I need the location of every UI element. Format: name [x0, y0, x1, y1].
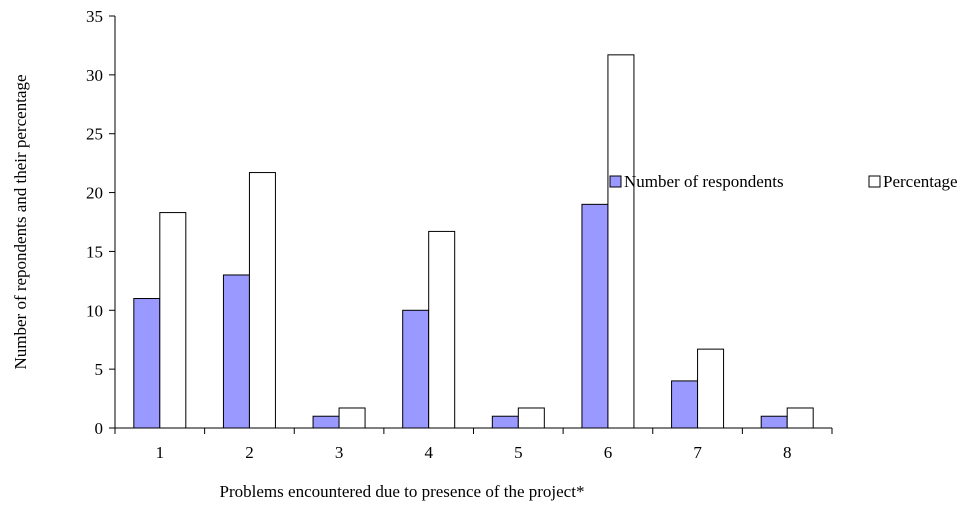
bar-percentage	[697, 348, 725, 429]
x-axis-ticks: 1 2 3 4 5 6 7 8	[114, 428, 833, 462]
y-tick-label: 20	[86, 184, 103, 203]
bar-percentage	[517, 407, 545, 429]
bar-percentage	[248, 172, 276, 429]
x-tick-label: 5	[514, 443, 523, 462]
x-tick-label: 7	[693, 443, 702, 462]
bar-percentage	[607, 54, 635, 429]
x-tick-label: 3	[335, 443, 344, 462]
x-tick-label: 6	[604, 443, 613, 462]
y-axis-ticks: 0 5 10 15 20 25 30 35	[86, 7, 115, 438]
y-tick-label: 5	[95, 360, 104, 379]
legend-swatch-number-of-respondents	[609, 175, 622, 188]
x-axis-label: Problems encountered due to presence of …	[220, 482, 585, 501]
bar-number-of-respondents	[312, 415, 340, 429]
y-tick-label: 30	[86, 66, 103, 85]
bar-percentage	[159, 212, 187, 429]
bar-number-of-respondents	[133, 298, 161, 429]
legend-swatch-percentage	[868, 175, 881, 188]
y-tick-label: 35	[86, 7, 103, 26]
x-tick-label: 8	[783, 443, 792, 462]
plot-area	[133, 54, 814, 429]
x-tick-label: 1	[156, 443, 165, 462]
bar-percentage	[786, 407, 814, 429]
x-tick-label: 4	[424, 443, 433, 462]
y-tick-label: 25	[86, 125, 103, 144]
bar-number-of-respondents	[222, 274, 250, 429]
y-tick-label: 0	[95, 419, 104, 438]
bar-percentage	[428, 230, 456, 429]
legend: Number of respondents Percentage	[609, 172, 958, 191]
bar-number-of-respondents	[671, 380, 699, 429]
bar-percentage	[338, 407, 366, 429]
y-tick-label: 15	[86, 242, 103, 261]
bar-number-of-respondents	[760, 415, 788, 429]
bar-number-of-respondents	[491, 415, 519, 429]
legend-label-percentage: Percentage	[883, 172, 958, 191]
x-tick-label: 2	[245, 443, 254, 462]
y-tick-label: 10	[86, 301, 103, 320]
bar-number-of-respondents	[402, 309, 430, 429]
bar-number-of-respondents	[581, 203, 609, 429]
y-axis-label: Number of repondents and their percentag…	[11, 74, 30, 369]
legend-label-number-of-respondents: Number of respondents	[624, 172, 784, 191]
